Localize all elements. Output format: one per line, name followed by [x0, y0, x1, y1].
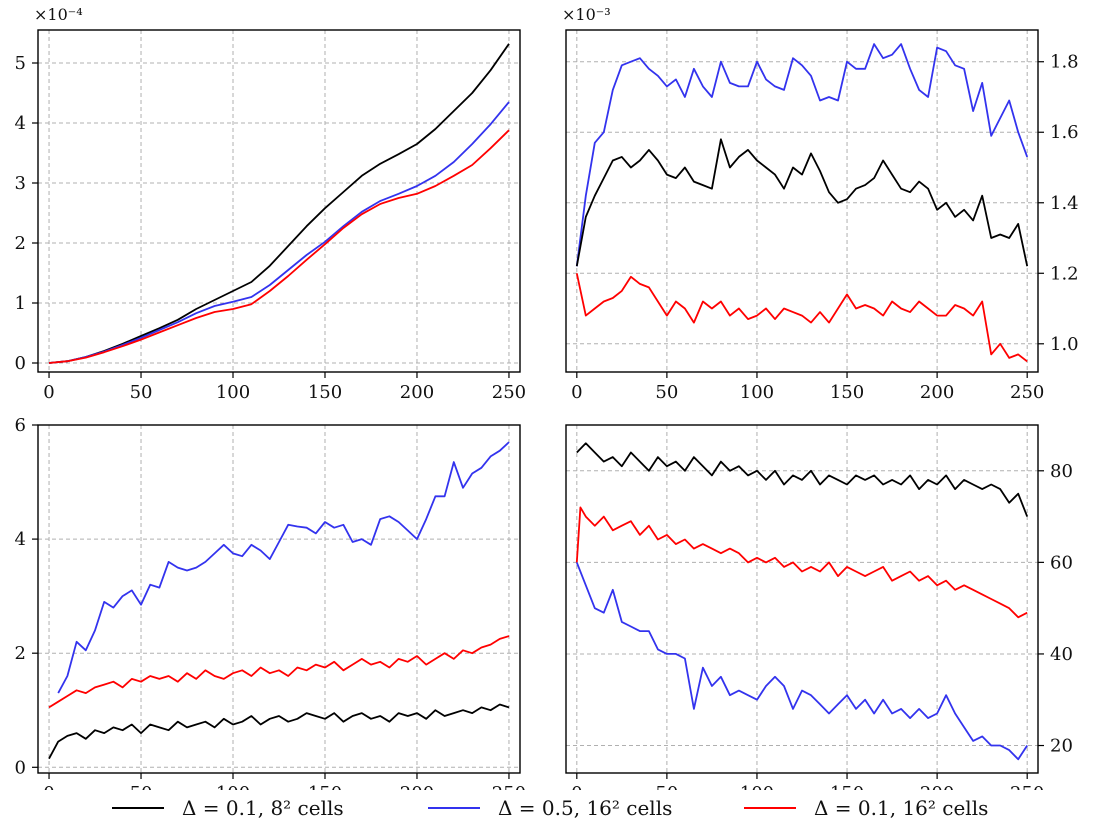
y-tick-label: 0 [15, 353, 26, 374]
x-tick-label: 200 [920, 783, 954, 790]
y-tick-label: 80 [1050, 461, 1073, 482]
y-tick-label: 20 [1050, 736, 1073, 757]
x-tick-label: 250 [492, 382, 526, 403]
y-tick-label: 60 [1050, 552, 1073, 573]
series-line-0 [575, 43, 1029, 267]
x-tick-label: 0 [43, 783, 54, 790]
legend-item-blue: Δ = 0.5, 16² cells [428, 790, 672, 826]
x-tick-label: 250 [492, 783, 526, 790]
x-tick-label: 150 [308, 783, 342, 790]
series-line-0 [48, 43, 510, 364]
y-exponent-label: ×10⁻⁴ [34, 5, 83, 24]
legend-item-red: Δ = 0.1, 16² cells [744, 790, 988, 826]
series-line-2 [575, 562, 1028, 761]
series-line-0 [576, 442, 1029, 517]
legend-swatch-black [112, 807, 164, 809]
y-tick-label: 1 [15, 293, 26, 314]
x-tick-label: 100 [740, 783, 774, 790]
series-line-2 [575, 273, 1028, 363]
y-tick-label: 4 [15, 113, 26, 134]
legend-swatch-red [744, 807, 796, 809]
x-tick-label: 250 [1010, 783, 1044, 790]
legend-label-red: Δ = 0.1, 16² cells [814, 796, 989, 820]
x-tick-label: 150 [308, 382, 342, 403]
x-tick-label: 100 [216, 382, 250, 403]
axes-frame [565, 29, 1039, 373]
legend-label-blue: Δ = 0.5, 16² cells [498, 796, 673, 820]
series-line-1 [48, 101, 510, 364]
y-tick-label: 5 [15, 53, 26, 74]
panel-bottom-left: 0 50 100 150 200 250 0 2 4 6 [15, 415, 527, 790]
y-tick-label: 2 [15, 233, 26, 254]
legend-swatch-blue [428, 807, 480, 809]
series-line-2 [48, 129, 510, 364]
x-tick-label: 50 [655, 382, 678, 403]
series-line-1 [575, 506, 1028, 619]
series-line-2 [48, 703, 510, 760]
y-tick-label: 1.2 [1050, 263, 1079, 284]
y-tick-label: 4 [15, 529, 26, 550]
x-tick-label: 50 [130, 783, 153, 790]
x-tick-label: 150 [830, 783, 864, 790]
y-tick-label: 0 [15, 757, 26, 778]
y-tick-label: 6 [15, 415, 26, 436]
x-tick-label: 100 [216, 783, 250, 790]
x-tick-label: 200 [400, 783, 434, 790]
y-tick-label: 1.8 [1050, 52, 1079, 73]
y-tick-label: 2 [15, 643, 26, 664]
axes-frame [565, 424, 1039, 774]
legend-item-black: Δ = 0.1, 8² cells [112, 790, 344, 826]
x-tick-label: 0 [43, 382, 54, 403]
x-tick-label: 150 [830, 382, 864, 403]
y-tick-label: 3 [15, 173, 26, 194]
x-tick-label: 0 [571, 382, 582, 403]
x-tick-label: 100 [740, 382, 774, 403]
y-tick-label: 40 [1050, 644, 1073, 665]
x-tick-label: 200 [920, 382, 954, 403]
x-tick-label: 250 [1010, 382, 1044, 403]
x-tick-label: 200 [400, 382, 434, 403]
y-exponent-label: ×10⁻³ [562, 5, 611, 24]
series-line-1 [575, 138, 1029, 267]
x-tick-label: 50 [655, 783, 678, 790]
panel-bottom-right: 0 50 100 150 200 250 20 40 60 80 [565, 424, 1073, 790]
panel-top-right: 0 50 100 150 200 250 1.0 1.2 1.4 1.6 1.8 ×10⁻³ [562, 5, 1079, 403]
axes-frame [37, 29, 521, 373]
series-line-1 [48, 635, 510, 709]
legend: Δ = 0.1, 8² cells Δ = 0.5, 16² cells Δ =… [0, 790, 1096, 826]
x-tick-label: 50 [130, 382, 153, 403]
axes-frame [37, 424, 521, 774]
panel-top-left: 0 50 100 150 200 250 0 1 2 3 4 5 ×10⁻⁴ [15, 5, 527, 403]
y-tick-label: 1.4 [1050, 193, 1079, 214]
y-tick-label: 1.6 [1050, 122, 1079, 143]
x-tick-label: 0 [571, 783, 582, 790]
series-line-0 [57, 441, 510, 694]
y-tick-label: 1.0 [1050, 334, 1079, 355]
legend-label-black: Δ = 0.1, 8² cells [182, 796, 344, 820]
